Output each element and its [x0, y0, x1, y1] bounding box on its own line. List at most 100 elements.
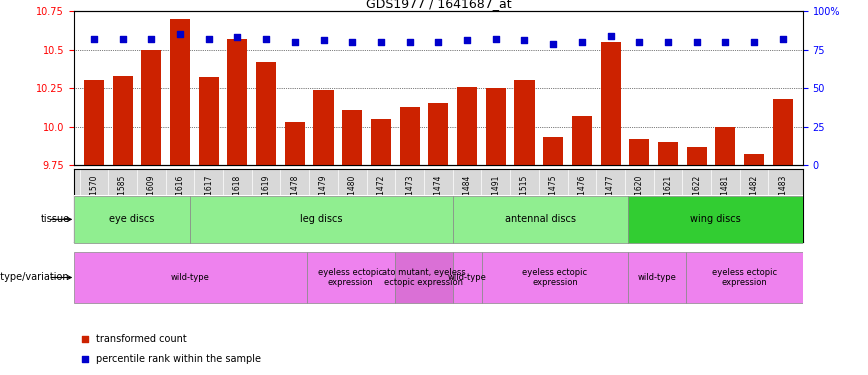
Bar	[74, 252, 307, 303]
Text: transformed count: transformed count	[95, 334, 187, 344]
Text: GSM91619: GSM91619	[261, 175, 271, 216]
Point	[87, 36, 101, 42]
Bar	[687, 252, 803, 303]
Text: GSM91480: GSM91480	[348, 175, 357, 216]
Text: eyeless ectopic
expression: eyeless ectopic expression	[319, 268, 384, 287]
Bar	[629, 139, 649, 165]
Text: ato mutant, eyeless
ectopic expression: ato mutant, eyeless ectopic expression	[382, 268, 465, 287]
Bar	[482, 252, 628, 303]
Text: GSM91609: GSM91609	[147, 175, 155, 216]
Title: GDS1977 / 1641687_at: GDS1977 / 1641687_at	[365, 0, 511, 10]
Text: GSM91472: GSM91472	[377, 175, 385, 216]
Point	[260, 36, 273, 42]
Bar	[543, 137, 563, 165]
Bar	[453, 196, 628, 243]
Point	[374, 39, 388, 45]
Text: eyeless ectopic
expression: eyeless ectopic expression	[523, 268, 588, 287]
Text: genotype/variation: genotype/variation	[0, 273, 69, 282]
Point	[288, 39, 302, 45]
Point	[431, 39, 445, 45]
Bar	[715, 127, 735, 165]
Text: GSM91491: GSM91491	[491, 175, 500, 216]
Point	[345, 39, 359, 45]
Text: tissue: tissue	[40, 214, 69, 224]
Bar	[190, 196, 453, 243]
Bar	[486, 88, 506, 165]
Bar	[773, 99, 792, 165]
Point	[719, 39, 733, 45]
Bar	[342, 110, 362, 165]
Text: wing discs: wing discs	[690, 214, 740, 224]
Bar	[601, 42, 621, 165]
Bar	[453, 252, 482, 303]
Bar	[170, 19, 190, 165]
Text: GSM91616: GSM91616	[175, 175, 185, 216]
Bar	[457, 87, 477, 165]
Point	[460, 38, 474, 44]
Text: wild-type: wild-type	[171, 273, 210, 282]
Text: eye discs: eye discs	[109, 214, 155, 224]
Point	[776, 36, 790, 42]
Bar	[256, 62, 276, 165]
Bar	[658, 142, 678, 165]
Point	[632, 39, 646, 45]
Bar	[744, 154, 764, 165]
Point	[144, 36, 158, 42]
Text: percentile rank within the sample: percentile rank within the sample	[95, 354, 260, 364]
Point	[403, 39, 417, 45]
Text: GSM91621: GSM91621	[663, 175, 673, 216]
Text: GSM91475: GSM91475	[549, 175, 557, 216]
Text: wild-type: wild-type	[448, 273, 487, 282]
Bar	[687, 147, 707, 165]
Point	[78, 356, 92, 362]
Bar	[113, 76, 133, 165]
Text: GSM91478: GSM91478	[290, 175, 299, 216]
Text: GSM91620: GSM91620	[635, 175, 644, 216]
Bar	[428, 104, 449, 165]
Text: GSM91474: GSM91474	[434, 175, 443, 216]
Text: GSM91481: GSM91481	[721, 175, 730, 216]
Point	[173, 32, 187, 38]
Point	[661, 39, 675, 45]
Text: leg discs: leg discs	[300, 214, 343, 224]
Text: GSM91482: GSM91482	[750, 175, 759, 216]
Point	[78, 336, 92, 342]
Text: GSM91484: GSM91484	[463, 175, 471, 216]
Bar	[399, 106, 420, 165]
Bar	[572, 116, 592, 165]
Text: antennal discs: antennal discs	[505, 214, 575, 224]
Point	[690, 39, 704, 45]
Bar	[395, 252, 453, 303]
Bar	[227, 39, 247, 165]
Point	[317, 38, 331, 44]
Text: GSM91622: GSM91622	[692, 175, 701, 216]
Text: GSM91483: GSM91483	[779, 175, 787, 216]
Text: GSM91515: GSM91515	[520, 175, 529, 216]
Bar	[628, 196, 803, 243]
Point	[201, 36, 215, 42]
Bar	[371, 119, 391, 165]
Bar	[307, 252, 395, 303]
Text: wild-type: wild-type	[638, 273, 676, 282]
Text: GSM91618: GSM91618	[233, 175, 242, 216]
Bar	[74, 196, 190, 243]
Point	[747, 39, 761, 45]
Bar	[141, 50, 161, 165]
Bar	[628, 252, 687, 303]
Point	[231, 34, 245, 40]
Bar	[199, 77, 219, 165]
Point	[115, 36, 129, 42]
Bar	[313, 90, 333, 165]
Point	[575, 39, 589, 45]
Text: GSM91476: GSM91476	[577, 175, 587, 216]
Text: eyeless ectopic
expression: eyeless ectopic expression	[712, 268, 777, 287]
Text: GSM91479: GSM91479	[319, 175, 328, 216]
Text: GSM91617: GSM91617	[204, 175, 214, 216]
Point	[517, 38, 531, 44]
Text: GSM91473: GSM91473	[405, 175, 414, 216]
Bar	[285, 122, 305, 165]
Text: GSM91477: GSM91477	[606, 175, 615, 216]
Text: GSM91570: GSM91570	[89, 175, 98, 216]
Point	[489, 36, 503, 42]
Bar	[84, 80, 104, 165]
